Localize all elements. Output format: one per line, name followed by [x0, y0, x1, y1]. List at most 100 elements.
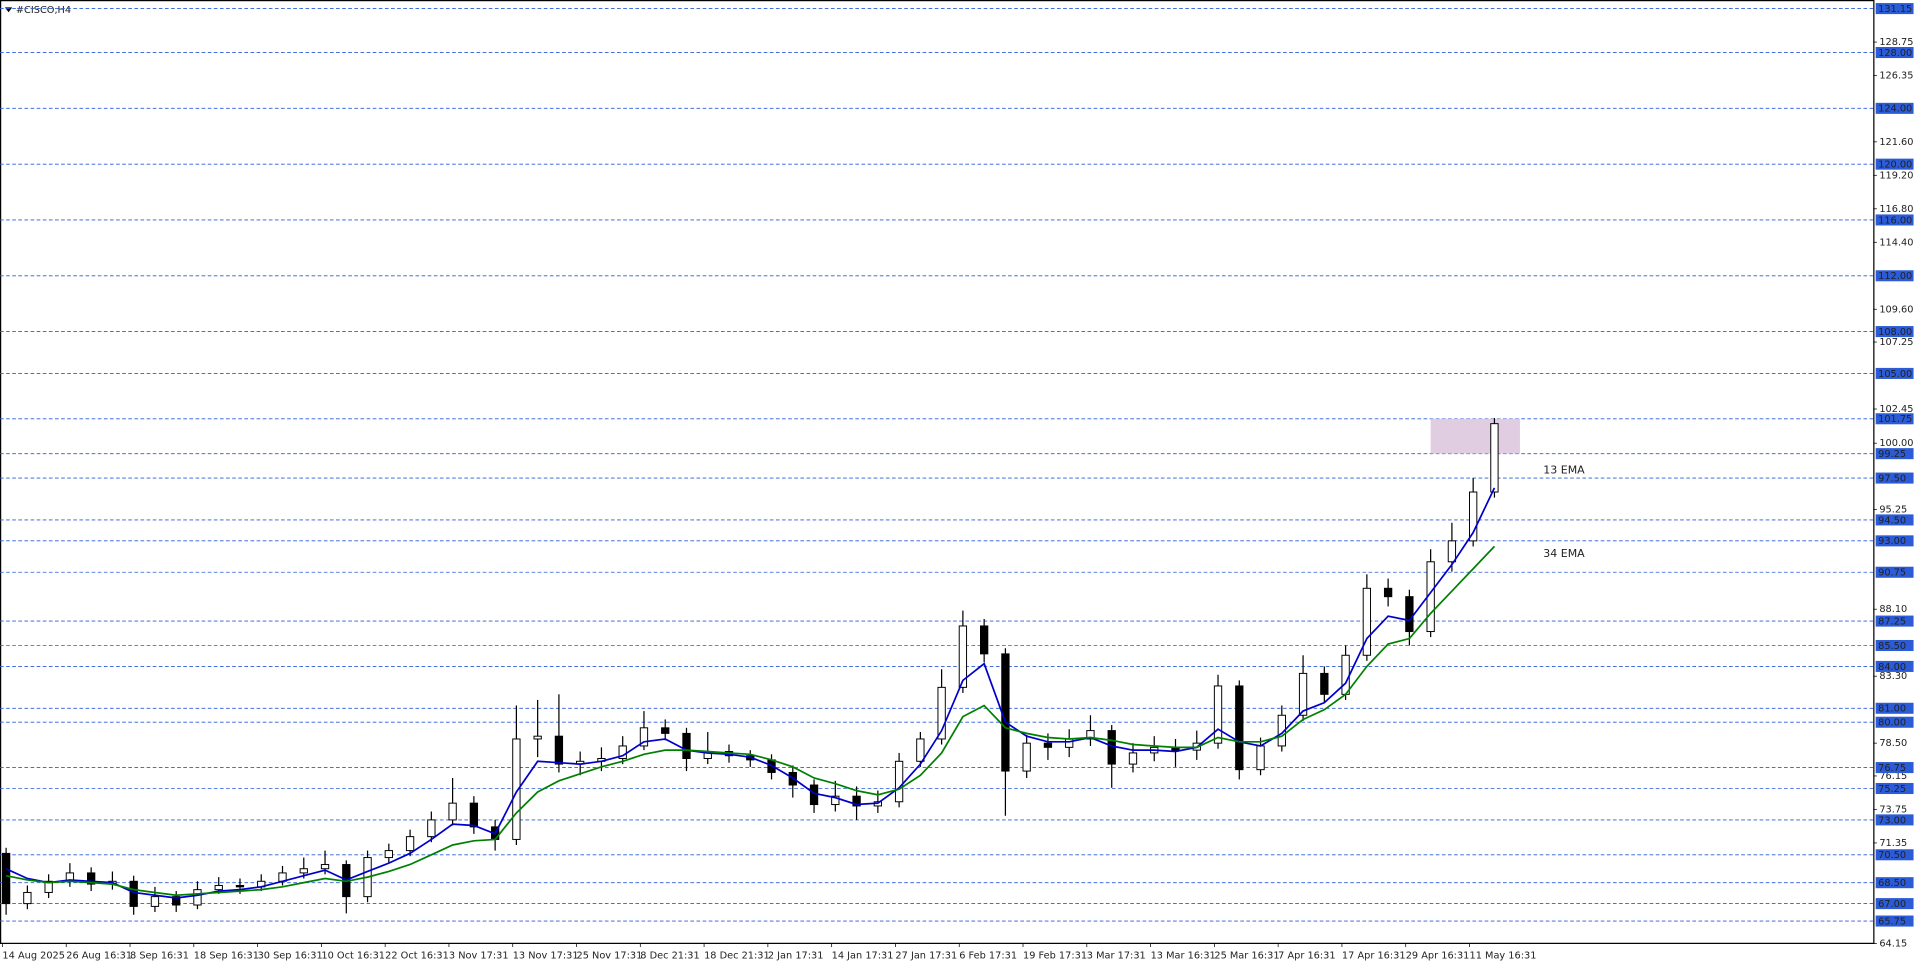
x-tick-label: 19 Feb 17:31 [1023, 951, 1087, 962]
candle-body [214, 884, 223, 891]
level-label-box [1875, 158, 1914, 170]
candle-body [469, 802, 479, 828]
level-label-box [1875, 367, 1914, 379]
candle-body [1405, 596, 1414, 633]
candle-body [916, 738, 925, 762]
level-label: 84.00 [1878, 662, 1906, 673]
level-label: 85.50 [1878, 641, 1906, 652]
candle-body [1256, 745, 1265, 771]
level-label: 101.75 [1878, 414, 1912, 425]
x-tick-label: 30 Sep 16:31 [258, 951, 323, 962]
candle-body [979, 625, 989, 655]
candle-body [1298, 672, 1308, 716]
x-tick-label: 2 Jan 17:31 [768, 951, 824, 962]
candle-body [1235, 685, 1244, 771]
candle-body [129, 880, 138, 907]
candle-body [193, 889, 202, 906]
candle-body [533, 735, 542, 740]
level-label: 120.00 [1878, 160, 1912, 171]
x-tick-label: 3 Mar 17:31 [1087, 951, 1146, 962]
y-tick-label: 73.75 [1879, 804, 1907, 815]
level-label-box [1875, 716, 1914, 728]
candle-body [937, 686, 946, 740]
level-label: 90.75 [1878, 568, 1906, 579]
level-label: 81.00 [1878, 704, 1906, 715]
level-label-box [1875, 448, 1914, 460]
level-label-box [1875, 3, 1914, 15]
x-tick-label: 11 May 16:31 [1470, 951, 1537, 962]
y-tick-label: 95.25 [1879, 504, 1907, 515]
y-tick-label: 116.80 [1879, 204, 1913, 215]
level-label: 76.75 [1878, 763, 1906, 774]
candle-body [618, 745, 627, 759]
y-tick-label: 100.00 [1879, 438, 1913, 449]
y-tick-label: 119.20 [1879, 170, 1913, 181]
y-tick-label: 114.40 [1879, 237, 1913, 248]
y-tick-label: 78.50 [1879, 738, 1907, 749]
chart-title: #CISCO,H4 [16, 5, 71, 16]
x-tick-label: 14 Aug 2025 [2, 951, 65, 962]
level-label-box [1875, 660, 1914, 672]
candle-body [1341, 654, 1350, 695]
level-label: 73.00 [1878, 815, 1906, 826]
candle-body [894, 760, 904, 803]
level-label-box [1875, 915, 1914, 927]
x-tick-label: 25 Nov 17:31 [577, 951, 643, 962]
level-label: 108.00 [1878, 327, 1912, 338]
x-tick-label: 13 Mar 16:31 [1151, 951, 1216, 962]
level-label: 70.50 [1878, 850, 1906, 861]
candle-body [235, 884, 245, 888]
level-label-box [1875, 639, 1914, 652]
candle-body [405, 836, 415, 852]
level-label-box [1875, 566, 1914, 578]
level-label-box [1875, 102, 1914, 114]
level-label-box [1875, 214, 1914, 226]
ema-label: 34 EMA [1543, 547, 1585, 560]
x-tick-label: 8 Dec 21:31 [640, 951, 699, 962]
level-label-box [1875, 877, 1914, 889]
x-tick-label: 13 Nov 17:31 [513, 951, 579, 962]
candle-body [1, 852, 11, 905]
candle-body [852, 795, 861, 807]
level-label: 112.00 [1878, 271, 1912, 282]
level-label-box [1875, 47, 1914, 59]
candle-body [1213, 685, 1223, 744]
x-tick-label: 25 Mar 16:31 [1214, 951, 1279, 962]
candle-body [1086, 730, 1095, 740]
candle-body [1362, 587, 1372, 656]
level-label: 105.00 [1878, 369, 1912, 380]
y-tick-label: 71.35 [1879, 838, 1907, 849]
candle-body [320, 864, 330, 870]
level-label-box [1875, 413, 1914, 425]
x-tick-label: 27 Jan 17:31 [895, 951, 957, 962]
level-label: 75.25 [1878, 784, 1906, 795]
candle-body [299, 868, 308, 874]
level-label: 97.50 [1878, 473, 1906, 484]
level-label-box [1875, 702, 1914, 714]
x-tick-label: 6 Feb 17:31 [959, 951, 1017, 962]
level-label-box [1875, 514, 1914, 526]
x-tick-label: 26 Aug 16:31 [66, 951, 132, 962]
level-label: 128.00 [1878, 48, 1912, 59]
level-label: 94.50 [1878, 515, 1906, 526]
level-label: 93.00 [1878, 536, 1906, 547]
candle-body [1490, 423, 1499, 493]
candle-body [1128, 752, 1138, 765]
level-label-box [1875, 326, 1914, 338]
candle-body [172, 896, 181, 906]
candle-body [1447, 540, 1457, 563]
level-label-box [1875, 782, 1914, 795]
x-tick-label: 18 Sep 16:31 [194, 951, 259, 962]
y-tick-label: 121.60 [1879, 137, 1913, 148]
ema-label: 13 EMA [1543, 464, 1585, 477]
candle-body [682, 732, 691, 759]
level-label-box [1875, 270, 1914, 282]
candle-body [384, 850, 393, 859]
ema-line [5, 487, 1496, 899]
level-label-box [1875, 849, 1914, 861]
level-label-box [1875, 615, 1914, 627]
y-tick-label: 126.35 [1879, 71, 1913, 82]
y-tick-label: 76.15 [1879, 771, 1907, 782]
x-tick-label: 8 Sep 16:31 [130, 951, 189, 962]
level-label: 68.50 [1878, 878, 1906, 889]
